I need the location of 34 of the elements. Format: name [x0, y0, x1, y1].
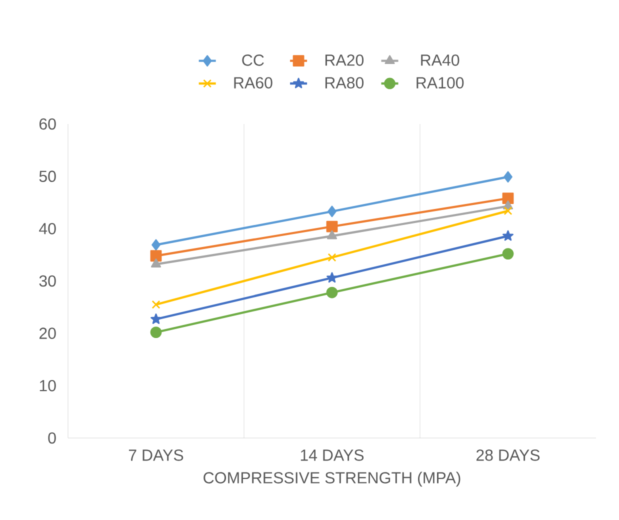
point [326, 230, 338, 240]
y-tick-label: 60 [39, 118, 56, 130]
point [152, 300, 160, 309]
y-tick-label: 10 [40, 380, 56, 392]
legend-label: RA20 [325, 54, 364, 66]
legend-label: CC [242, 54, 264, 66]
point [326, 272, 338, 283]
y-tick-label: 50 [39, 170, 56, 182]
point [502, 248, 514, 260]
point [502, 230, 514, 241]
y-tick-label: 0 [48, 432, 56, 444]
point [328, 253, 336, 262]
point [502, 192, 514, 204]
x-tick-label: 14 DAYS [300, 450, 364, 461]
legend-label: RA80 [325, 77, 364, 88]
point [150, 258, 162, 268]
point [326, 286, 338, 298]
point [504, 171, 512, 183]
legend-label: RA60 [234, 77, 272, 88]
y-tick-label: 40 [39, 223, 56, 234]
point [328, 206, 336, 218]
point [504, 206, 512, 216]
x-tick-label: 7 DAYS [128, 450, 184, 461]
legend-label: RA40 [421, 54, 460, 66]
point [326, 220, 338, 232]
point [152, 239, 160, 251]
x-axis-title: COMPRESSIVE STRENGTH (MPA) [204, 472, 460, 487]
y-tick-label: 30 [39, 275, 56, 287]
point [150, 314, 162, 324]
point [150, 326, 162, 338]
x-tick-label: 28 DAYS [476, 450, 540, 461]
point [150, 250, 162, 262]
legend-label: RA100 [416, 77, 464, 88]
y-tick-label: 20 [39, 328, 56, 339]
